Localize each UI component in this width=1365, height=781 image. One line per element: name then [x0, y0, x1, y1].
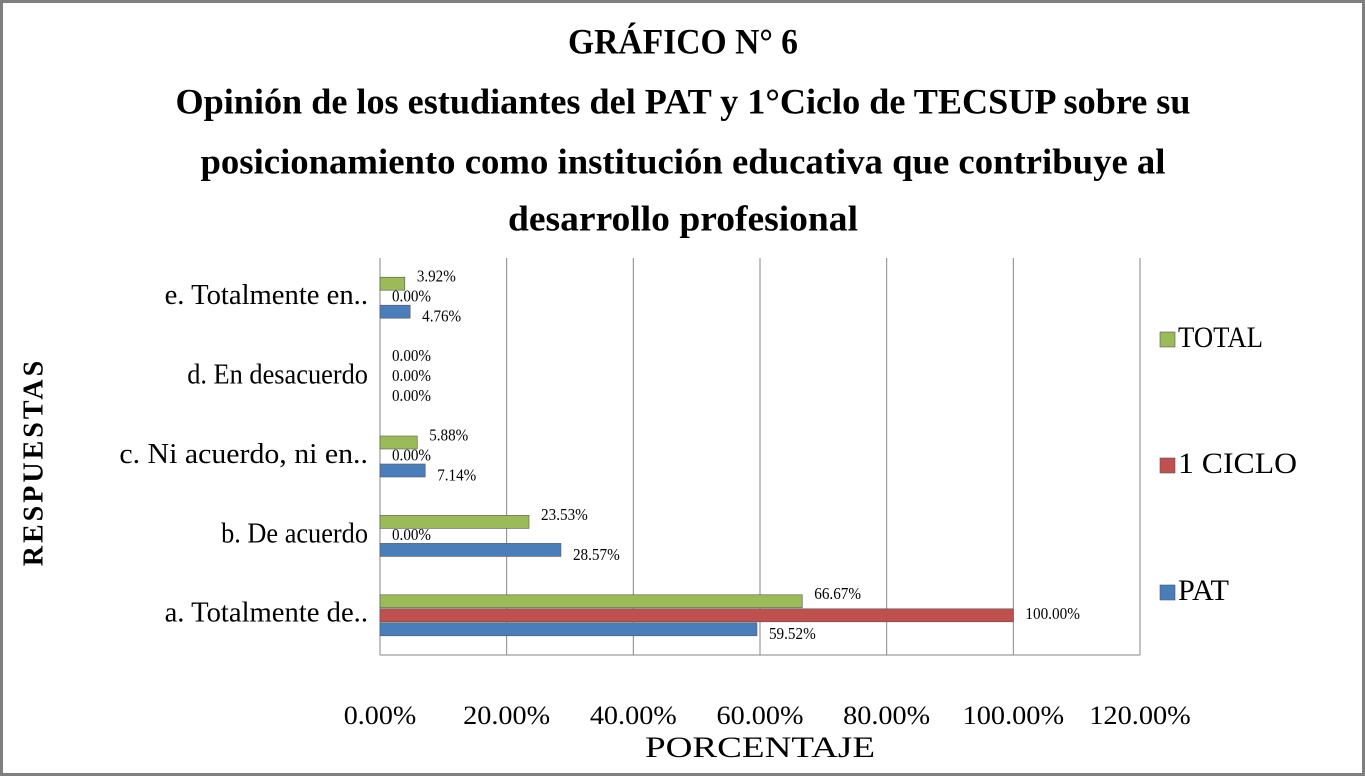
- data-label: 100.00%: [1025, 604, 1080, 623]
- data-label: 3.92%: [417, 267, 456, 286]
- bar: [379, 515, 530, 529]
- data-label: 59.52%: [769, 624, 816, 643]
- legend-label: TOTAL: [1178, 321, 1263, 354]
- bar: [379, 543, 562, 557]
- x-tick-label: 0.00%: [344, 701, 417, 730]
- bar: [379, 594, 803, 609]
- y-tick-label: d. En desacuerdo: [187, 360, 368, 391]
- chart-title: GRÁFICO N° 6: [568, 21, 798, 61]
- data-label: 5.88%: [429, 425, 468, 444]
- data-label: 23.53%: [541, 505, 588, 524]
- chart-subtitle: Opinión de los estudiantes del PAT y 1°C…: [176, 81, 1191, 121]
- y-tick-label: a. Totalmente de..: [165, 598, 368, 629]
- bar: [379, 276, 406, 291]
- y-tick-label: e. Totalmente en..: [165, 280, 368, 311]
- bar: [379, 622, 758, 637]
- data-label: 7.14%: [437, 465, 476, 484]
- legend-swatch: [1159, 457, 1176, 474]
- bar: [379, 304, 411, 319]
- x-tick-label: 40.00%: [590, 701, 677, 730]
- data-label: 0.00%: [392, 445, 431, 464]
- legend-label: PAT: [1178, 574, 1229, 607]
- x-tick-label: 120.00%: [1089, 701, 1191, 730]
- legend-swatch: [1159, 331, 1176, 348]
- data-label: 28.57%: [573, 545, 620, 564]
- data-label: 0.00%: [392, 366, 431, 385]
- y-axis-label: RESPUESTAS: [18, 358, 49, 566]
- bar: [379, 463, 426, 478]
- y-tick-label: b. De acuerdo: [221, 518, 368, 549]
- data-label: 0.00%: [392, 525, 431, 544]
- y-tick-label: c. Ni acuerdo, ni en..: [119, 439, 368, 470]
- data-label: 66.67%: [814, 584, 861, 603]
- chart-subtitle: posicionamiento como institución educati…: [201, 141, 1166, 181]
- data-label: 0.00%: [392, 346, 431, 365]
- bar: [379, 608, 1014, 623]
- x-tick-label: 100.00%: [963, 701, 1065, 730]
- legend-swatch: [1159, 584, 1176, 601]
- chart-subtitle: desarrollo profesional: [508, 198, 858, 238]
- data-label: 4.76%: [422, 307, 461, 326]
- bar: [379, 435, 418, 450]
- data-label: 0.00%: [392, 287, 431, 306]
- legend-label: 1 CICLO: [1178, 447, 1297, 480]
- x-tick-label: 60.00%: [717, 701, 804, 730]
- x-tick-label: 80.00%: [843, 701, 930, 730]
- data-label: 0.00%: [392, 386, 431, 405]
- x-axis-label: PORCENTAJE: [645, 731, 875, 764]
- x-tick-label: 20.00%: [463, 701, 550, 730]
